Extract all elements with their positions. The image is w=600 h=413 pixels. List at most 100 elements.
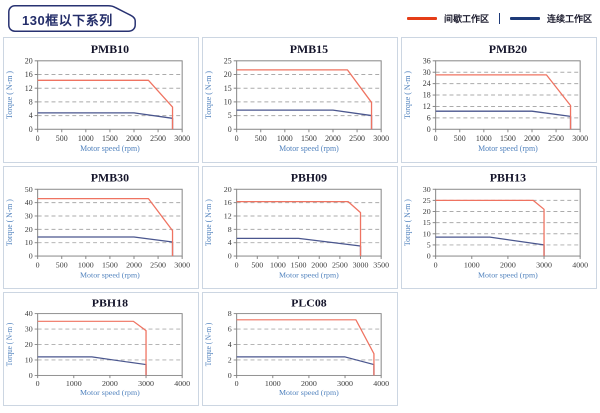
svg-text:2500: 2500 — [332, 261, 348, 270]
svg-text:10: 10 — [25, 238, 33, 247]
chart-cell-pmb15: 0 5 10 15 20 25 0 500 1000 1500 2000 2500 3000 Motor … — [202, 37, 398, 163]
svg-text:3000: 3000 — [353, 261, 369, 270]
chart-pbh09: 0 4 8 12 16 20 0 500 1000 1500 2000 2500 3000 3500 Mot… — [204, 172, 389, 280]
svg-text:Motor speed (rpm): Motor speed (rpm) — [478, 270, 538, 279]
title-tag-shape-icon — [8, 5, 136, 32]
svg-text:2000: 2000 — [126, 134, 142, 143]
svg-text:Torque ( N-m ): Torque ( N-m ) — [204, 199, 213, 246]
svg-text:1000: 1000 — [66, 380, 82, 389]
svg-text:4: 4 — [228, 238, 232, 247]
svg-text:16: 16 — [25, 70, 33, 79]
svg-text:1500: 1500 — [102, 261, 118, 270]
svg-text:12: 12 — [224, 212, 232, 221]
svg-text:2000: 2000 — [126, 261, 142, 270]
legend-separator — [498, 13, 500, 24]
svg-text:2500: 2500 — [150, 134, 166, 143]
svg-text:20: 20 — [224, 185, 232, 194]
svg-text:0: 0 — [36, 261, 40, 270]
svg-text:1500: 1500 — [291, 261, 307, 270]
chart-cell-pmb10: 0 4 8 12 16 20 0 500 1000 1500 2000 2500 3000 Motor s… — [3, 37, 199, 163]
header: 130框以下系列 间歇工作区 连续工作区 — [0, 0, 600, 36]
svg-text:1000: 1000 — [277, 134, 293, 143]
svg-text:0: 0 — [228, 371, 232, 380]
svg-text:Motor speed (rpm): Motor speed (rpm) — [80, 144, 140, 153]
svg-text:8: 8 — [228, 225, 232, 234]
chart-pbh13: 0 5 10 15 20 25 30 0 1000 2000 3000 4000 Motor speed… — [403, 172, 588, 280]
svg-text:25: 25 — [224, 56, 232, 65]
svg-text:36: 36 — [423, 56, 431, 65]
svg-text:1000: 1000 — [78, 261, 94, 270]
svg-text:2000: 2000 — [311, 261, 327, 270]
chart-cell-pbh09: 0 4 8 12 16 20 0 500 1000 1500 2000 2500 3000 3500 Mot… — [202, 166, 398, 289]
svg-text:4000: 4000 — [373, 380, 389, 389]
svg-text:Motor speed (rpm): Motor speed (rpm) — [279, 389, 339, 398]
svg-text:30: 30 — [25, 325, 33, 334]
svg-text:20: 20 — [224, 70, 232, 79]
svg-text:3000: 3000 — [337, 380, 353, 389]
svg-text:2000: 2000 — [325, 134, 341, 143]
svg-text:Motor speed (rpm): Motor speed (rpm) — [80, 270, 140, 279]
svg-text:0: 0 — [228, 252, 232, 261]
svg-text:0: 0 — [235, 134, 239, 143]
chart-grid: 0 4 8 12 16 20 0 500 1000 1500 2000 2500 3000 Motor s… — [3, 37, 597, 406]
svg-text:20: 20 — [25, 225, 33, 234]
svg-text:PMB15: PMB15 — [290, 42, 328, 56]
svg-text:500: 500 — [454, 134, 466, 143]
svg-text:0: 0 — [29, 252, 33, 261]
svg-text:2500: 2500 — [548, 134, 564, 143]
svg-text:1500: 1500 — [301, 134, 317, 143]
svg-text:3500: 3500 — [373, 261, 389, 270]
svg-text:1000: 1000 — [270, 261, 286, 270]
svg-text:0: 0 — [36, 134, 40, 143]
svg-text:4000: 4000 — [572, 261, 588, 270]
svg-text:2000: 2000 — [301, 380, 317, 389]
svg-text:500: 500 — [56, 261, 68, 270]
svg-text:0: 0 — [427, 125, 431, 134]
svg-text:PBH09: PBH09 — [291, 172, 327, 185]
svg-text:20: 20 — [25, 340, 33, 349]
svg-text:20: 20 — [25, 56, 33, 65]
svg-text:30: 30 — [423, 68, 431, 77]
svg-text:PMB20: PMB20 — [489, 42, 527, 56]
intermittent-legend-label: 间歇工作区 — [443, 14, 489, 24]
intermittent-line-swatch-icon — [406, 17, 437, 20]
page-title: 130框以下系列 — [22, 13, 113, 28]
svg-text:0: 0 — [228, 125, 232, 134]
continuous-line-swatch-icon — [509, 17, 540, 20]
svg-text:24: 24 — [423, 79, 431, 88]
chart-pmb15: 0 5 10 15 20 25 0 500 1000 1500 2000 2500 3000 Motor … — [204, 42, 389, 153]
empty-cell — [401, 292, 597, 406]
svg-text:1000: 1000 — [464, 261, 480, 270]
svg-text:2000: 2000 — [524, 134, 540, 143]
svg-text:Torque ( N-m ): Torque ( N-m ) — [204, 71, 213, 119]
svg-text:8: 8 — [228, 309, 232, 318]
svg-text:500: 500 — [56, 134, 68, 143]
svg-text:10: 10 — [423, 229, 431, 238]
svg-text:PMB30: PMB30 — [91, 172, 129, 185]
svg-text:0: 0 — [235, 380, 239, 389]
svg-text:1500: 1500 — [102, 134, 118, 143]
svg-text:25: 25 — [423, 196, 431, 205]
svg-text:2500: 2500 — [349, 134, 365, 143]
svg-text:2500: 2500 — [150, 261, 166, 270]
svg-text:1500: 1500 — [500, 134, 516, 143]
svg-text:3000: 3000 — [138, 380, 154, 389]
svg-text:3000: 3000 — [174, 261, 190, 270]
svg-text:4000: 4000 — [174, 380, 190, 389]
svg-text:50: 50 — [25, 185, 33, 194]
svg-text:PLC08: PLC08 — [291, 298, 327, 309]
chart-cell-pmb20: 0 6 12 18 24 30 36 0 500 1000 1500 2000 2500 3000 Moto… — [401, 37, 597, 163]
svg-text:20: 20 — [423, 207, 431, 216]
svg-text:8: 8 — [29, 97, 33, 106]
chart-pmb20: 0 6 12 18 24 30 36 0 500 1000 1500 2000 2500 3000 Moto… — [403, 42, 588, 153]
svg-text:Torque ( N-m ): Torque ( N-m ) — [204, 322, 213, 366]
svg-text:5: 5 — [228, 111, 232, 120]
svg-text:40: 40 — [25, 309, 33, 318]
svg-text:Torque ( N-m ): Torque ( N-m ) — [403, 199, 412, 246]
chart-plc08: 0 2 4 6 8 0 1000 2000 3000 4000 Motor speed (rpm) T… — [204, 298, 390, 398]
svg-text:Motor speed (rpm): Motor speed (rpm) — [279, 144, 339, 153]
svg-text:30: 30 — [25, 212, 33, 221]
svg-text:PMB10: PMB10 — [91, 42, 129, 56]
svg-text:0: 0 — [434, 261, 438, 270]
